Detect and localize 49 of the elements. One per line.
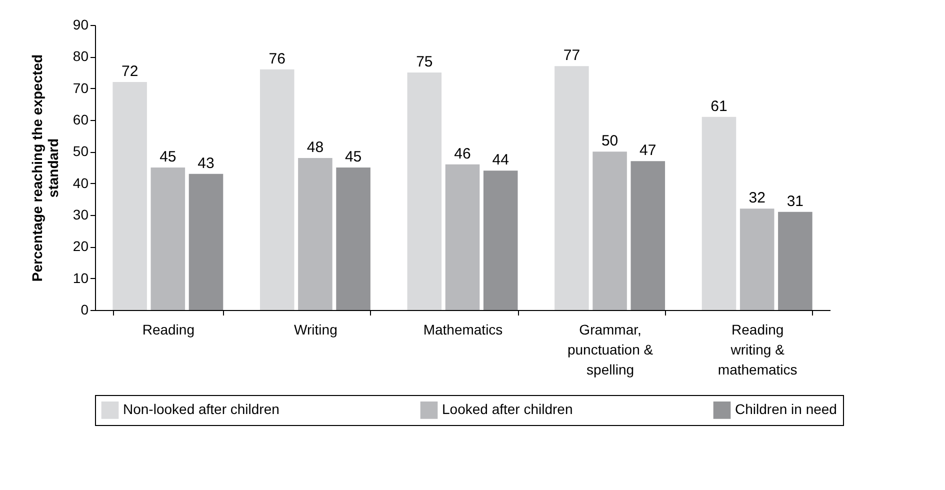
y-tick-label: 90: [72, 16, 89, 32]
bar: [630, 161, 666, 310]
legend-label: Looked after children: [442, 401, 573, 418]
y-tick-label: 60: [72, 112, 89, 128]
y-tick-label: 20: [72, 238, 89, 254]
bar: [112, 82, 147, 310]
y-tick-label: 80: [72, 48, 89, 64]
x-tick-label: Reading writing & mathematics: [718, 322, 798, 378]
bar: [740, 208, 774, 310]
bar: [188, 174, 224, 310]
y-tick-label: 40: [72, 174, 89, 191]
data-label: 72: [121, 63, 138, 80]
data-label: 43: [198, 154, 214, 172]
y-tick-label: 10: [72, 270, 89, 286]
bar: [592, 152, 627, 310]
data-label: 48: [306, 139, 324, 156]
data-label: 32: [748, 190, 766, 207]
data-label: 76: [268, 50, 286, 68]
x-tick-label: Mathematics: [423, 322, 503, 338]
y-tick-label: 70: [72, 80, 89, 96]
bar: [260, 69, 294, 310]
x-tick-label: Grammar, punctuation & spelling: [567, 322, 654, 378]
data-label: 45: [160, 148, 176, 166]
legend-label: Children in need: [735, 401, 837, 418]
bar: [298, 158, 332, 310]
data-label: 61: [710, 98, 728, 115]
bar: [702, 116, 736, 310]
bar: [483, 170, 518, 310]
data-label: 50: [601, 132, 618, 150]
data-label: 45: [344, 148, 362, 166]
x-tick-label: Reading: [142, 322, 194, 338]
y-tick-label: 0: [80, 302, 89, 318]
bar: [445, 164, 480, 310]
y-tick-label: 50: [72, 143, 89, 160]
data-label: 77: [563, 47, 580, 64]
bar: [336, 168, 370, 310]
data-label: 46: [454, 145, 471, 162]
data-label: 75: [416, 54, 433, 70]
data-label: 44: [492, 152, 509, 169]
y-tick-label: 30: [72, 206, 89, 222]
bar: [554, 66, 589, 310]
data-label: 47: [640, 142, 656, 160]
y-axis-title: Percentage reaching the expected standard: [28, 54, 61, 282]
bar: [778, 212, 812, 310]
bar: [150, 168, 186, 310]
data-label: 31: [786, 192, 804, 210]
x-tick-label: Writing: [294, 322, 338, 338]
legend-label: Non-looked after children: [123, 401, 280, 418]
bar: [407, 72, 442, 310]
